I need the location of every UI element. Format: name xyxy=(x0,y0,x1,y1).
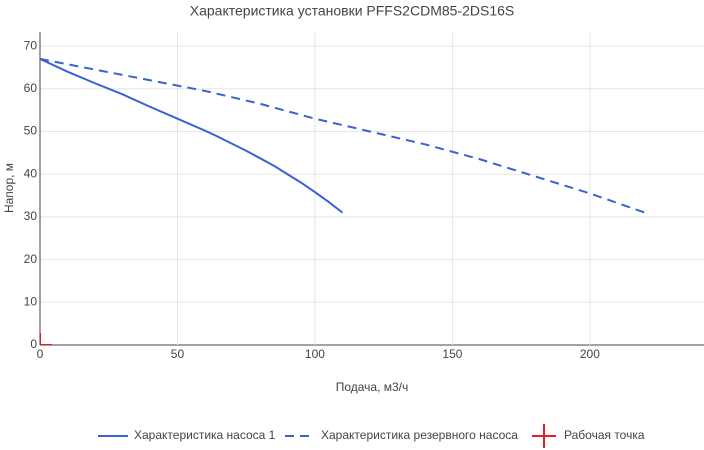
y-tick-label: 10 xyxy=(24,294,38,308)
y-tick-label: 70 xyxy=(24,38,38,52)
legend-label: Характеристика насоса 1 xyxy=(134,428,276,442)
y-tick-label: 40 xyxy=(24,166,38,180)
y-tick-label: 30 xyxy=(24,209,38,223)
x-tick-label: 50 xyxy=(171,347,185,361)
x-tick-label: 100 xyxy=(305,347,325,361)
y-tick-label: 60 xyxy=(24,81,38,95)
legend-label: Рабочая точка xyxy=(564,428,645,442)
x-tick-label: 200 xyxy=(580,347,600,361)
legend-label: Характеристика резервного насоса xyxy=(321,428,518,442)
line-series xyxy=(40,57,646,214)
x-tick-label: 0 xyxy=(37,347,44,361)
y-tick-label: 20 xyxy=(24,252,38,266)
x-tick-label: 150 xyxy=(442,347,462,361)
chart-title: Характеристика установки PFFS2CDM85-2DS1… xyxy=(190,3,514,19)
legend-symbol xyxy=(532,424,556,448)
y-tick-label: 0 xyxy=(30,337,37,351)
y-tick-label: 50 xyxy=(24,124,38,138)
y-axis-label: Напор, м xyxy=(2,163,16,213)
x-axis-label: Подача, м3/ч xyxy=(336,380,409,394)
line-series xyxy=(40,57,344,214)
